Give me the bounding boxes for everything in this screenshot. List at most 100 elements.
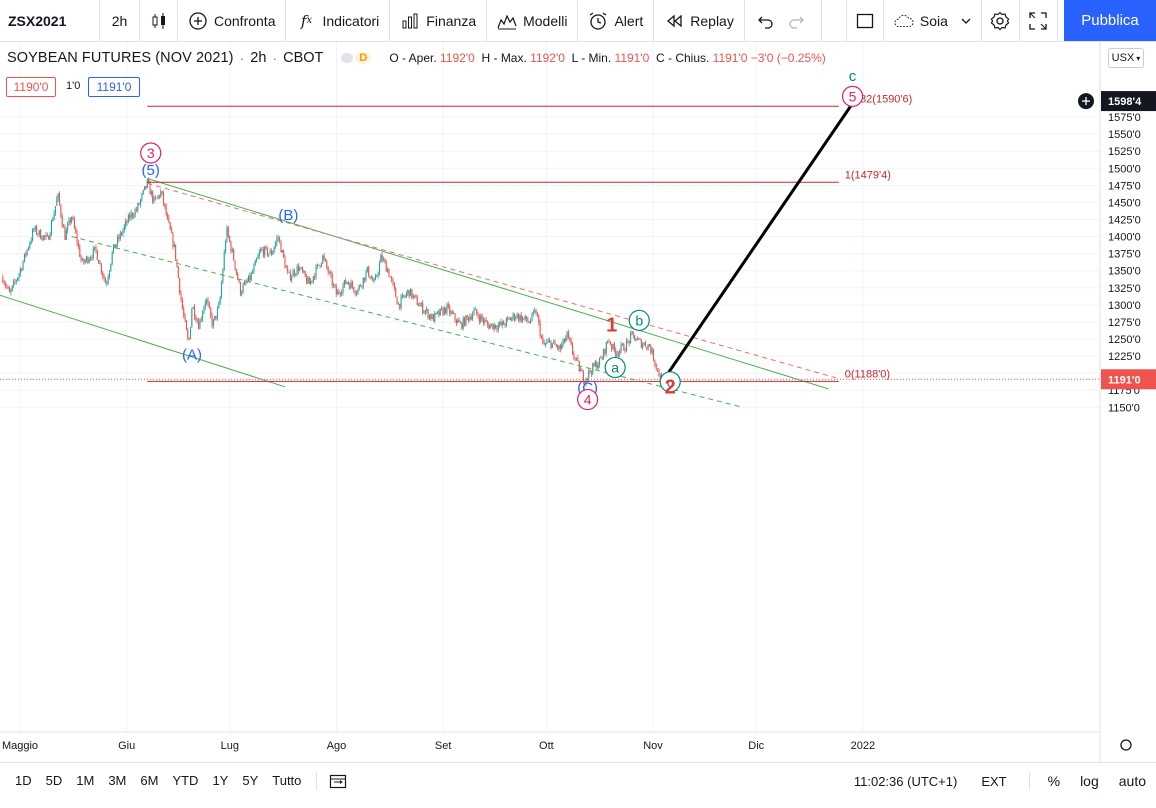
time-tick-label: Giu xyxy=(118,740,135,752)
interval-button[interactable]: 2h xyxy=(100,0,140,42)
candle-body xyxy=(160,191,162,198)
range-button-5y[interactable]: 5Y xyxy=(242,773,259,788)
candle-body xyxy=(188,338,190,340)
layout-toggle-button[interactable] xyxy=(845,0,884,42)
range-button-5d[interactable]: 5D xyxy=(45,773,63,788)
candle-body xyxy=(198,321,200,329)
auto-toggle[interactable]: auto xyxy=(1118,773,1146,789)
layout-name-label: Soia xyxy=(919,12,948,29)
candle-body xyxy=(284,257,286,268)
range-button-3m[interactable]: 3M xyxy=(108,773,127,788)
compare-button[interactable]: Confronta xyxy=(178,0,287,42)
interval-label: 2h xyxy=(111,12,128,29)
candle-body xyxy=(443,307,445,315)
candle-body xyxy=(88,259,90,263)
candle-body xyxy=(603,349,605,359)
candle-body xyxy=(18,273,20,278)
candle-body xyxy=(624,350,626,352)
trend-channel-line[interactable] xyxy=(147,178,829,390)
date-range-button[interactable] xyxy=(325,773,351,789)
candle-body xyxy=(490,323,493,326)
candle-body xyxy=(281,250,283,253)
chart-type-button[interactable] xyxy=(140,0,178,42)
candle-body xyxy=(64,227,66,240)
candle-body xyxy=(516,314,518,318)
candle-body xyxy=(369,276,371,279)
candle-body xyxy=(220,283,223,298)
candle-body xyxy=(110,263,112,271)
percent-toggle[interactable]: % xyxy=(1047,773,1061,789)
bar-chart-icon xyxy=(400,11,420,31)
candle-body xyxy=(145,186,147,188)
symbol-search-button[interactable]: ZSX2021 xyxy=(0,0,100,42)
candle-body xyxy=(635,340,637,341)
price-tick-label: 1475'0 xyxy=(1108,180,1141,192)
plus-circle-icon xyxy=(188,11,208,31)
wave-label: c xyxy=(849,68,857,85)
candle-body xyxy=(208,303,210,308)
trend-channel-line[interactable] xyxy=(0,294,286,388)
close-value: 1191'0 xyxy=(712,51,748,65)
session-button[interactable]: EXT xyxy=(981,773,1007,789)
axis-settings-gear-icon[interactable] xyxy=(1120,739,1132,751)
candle-body xyxy=(354,291,356,294)
candle-body xyxy=(161,191,163,193)
candle-body xyxy=(250,273,252,281)
redo-button[interactable] xyxy=(781,0,822,42)
candle-body xyxy=(391,277,393,280)
candle-body xyxy=(303,271,305,273)
range-button-tutto[interactable]: Tutto xyxy=(272,773,302,788)
candle-body xyxy=(119,232,121,239)
candle-body xyxy=(80,256,82,261)
log-toggle[interactable]: log xyxy=(1080,773,1099,789)
candle-body xyxy=(318,264,320,266)
candle-body xyxy=(316,264,318,267)
buy-price-button[interactable]: 1191'0 xyxy=(88,77,140,97)
price-chart[interactable]: 1150'01175'01200'01225'01250'01275'01300… xyxy=(0,42,1156,762)
candle-body xyxy=(377,272,379,276)
range-button-1d[interactable]: 1D xyxy=(15,773,32,788)
bottom-toolbar: 1D 5D 1M 3M 6M YTD 1Y 5Y Tutto 11:02:36 (UTC+1) … xyxy=(0,762,1156,798)
candle-body xyxy=(439,308,441,316)
projection-line[interactable] xyxy=(665,102,854,377)
publish-label: Pubblica xyxy=(1081,12,1139,29)
candle-body xyxy=(173,244,175,247)
candle-body xyxy=(540,335,543,338)
replay-button[interactable]: Replay xyxy=(654,0,745,42)
candle-body xyxy=(411,288,413,299)
candle-body xyxy=(279,237,281,242)
trend-channel-line[interactable] xyxy=(147,182,839,380)
candle-body xyxy=(233,249,235,261)
candle-body xyxy=(353,287,355,292)
candle-body xyxy=(330,272,332,275)
symbol-label: ZSX2021 xyxy=(8,12,67,29)
layout-name-button[interactable]: Soia xyxy=(884,0,982,42)
candle-body xyxy=(372,278,374,281)
clock-button[interactable]: 11:02:36 (UTC+1) xyxy=(853,773,958,789)
candle-body xyxy=(513,313,516,320)
candle-body xyxy=(334,284,336,287)
range-button-6m[interactable]: 6M xyxy=(140,773,159,788)
finance-button[interactable]: Finanza xyxy=(390,0,488,42)
currency-button[interactable]: USX ▾ xyxy=(1108,48,1144,68)
alert-button[interactable]: Alert xyxy=(578,0,655,42)
sell-price-button[interactable]: 1190'0 xyxy=(6,77,56,97)
undo-button[interactable] xyxy=(745,0,781,42)
candle-body xyxy=(604,349,606,354)
candle-body xyxy=(180,292,182,300)
candle-body xyxy=(342,285,344,293)
range-button-1y[interactable]: 1Y xyxy=(212,773,229,788)
settings-button[interactable] xyxy=(982,0,1020,42)
templates-icon xyxy=(497,11,517,31)
candle-body xyxy=(238,279,240,283)
templates-button[interactable]: Modelli xyxy=(487,0,579,42)
candle-body xyxy=(601,358,603,360)
range-button-1m[interactable]: 1M xyxy=(76,773,95,788)
data-status-badge[interactable]: D xyxy=(341,52,372,64)
publish-button[interactable]: Pubblica xyxy=(1064,0,1156,41)
crosshair-price-label: 1598'4 xyxy=(1108,96,1142,108)
low-label: L - Min. xyxy=(571,51,612,65)
fullscreen-button[interactable] xyxy=(1020,0,1058,42)
range-button-ytd[interactable]: YTD xyxy=(172,773,199,788)
